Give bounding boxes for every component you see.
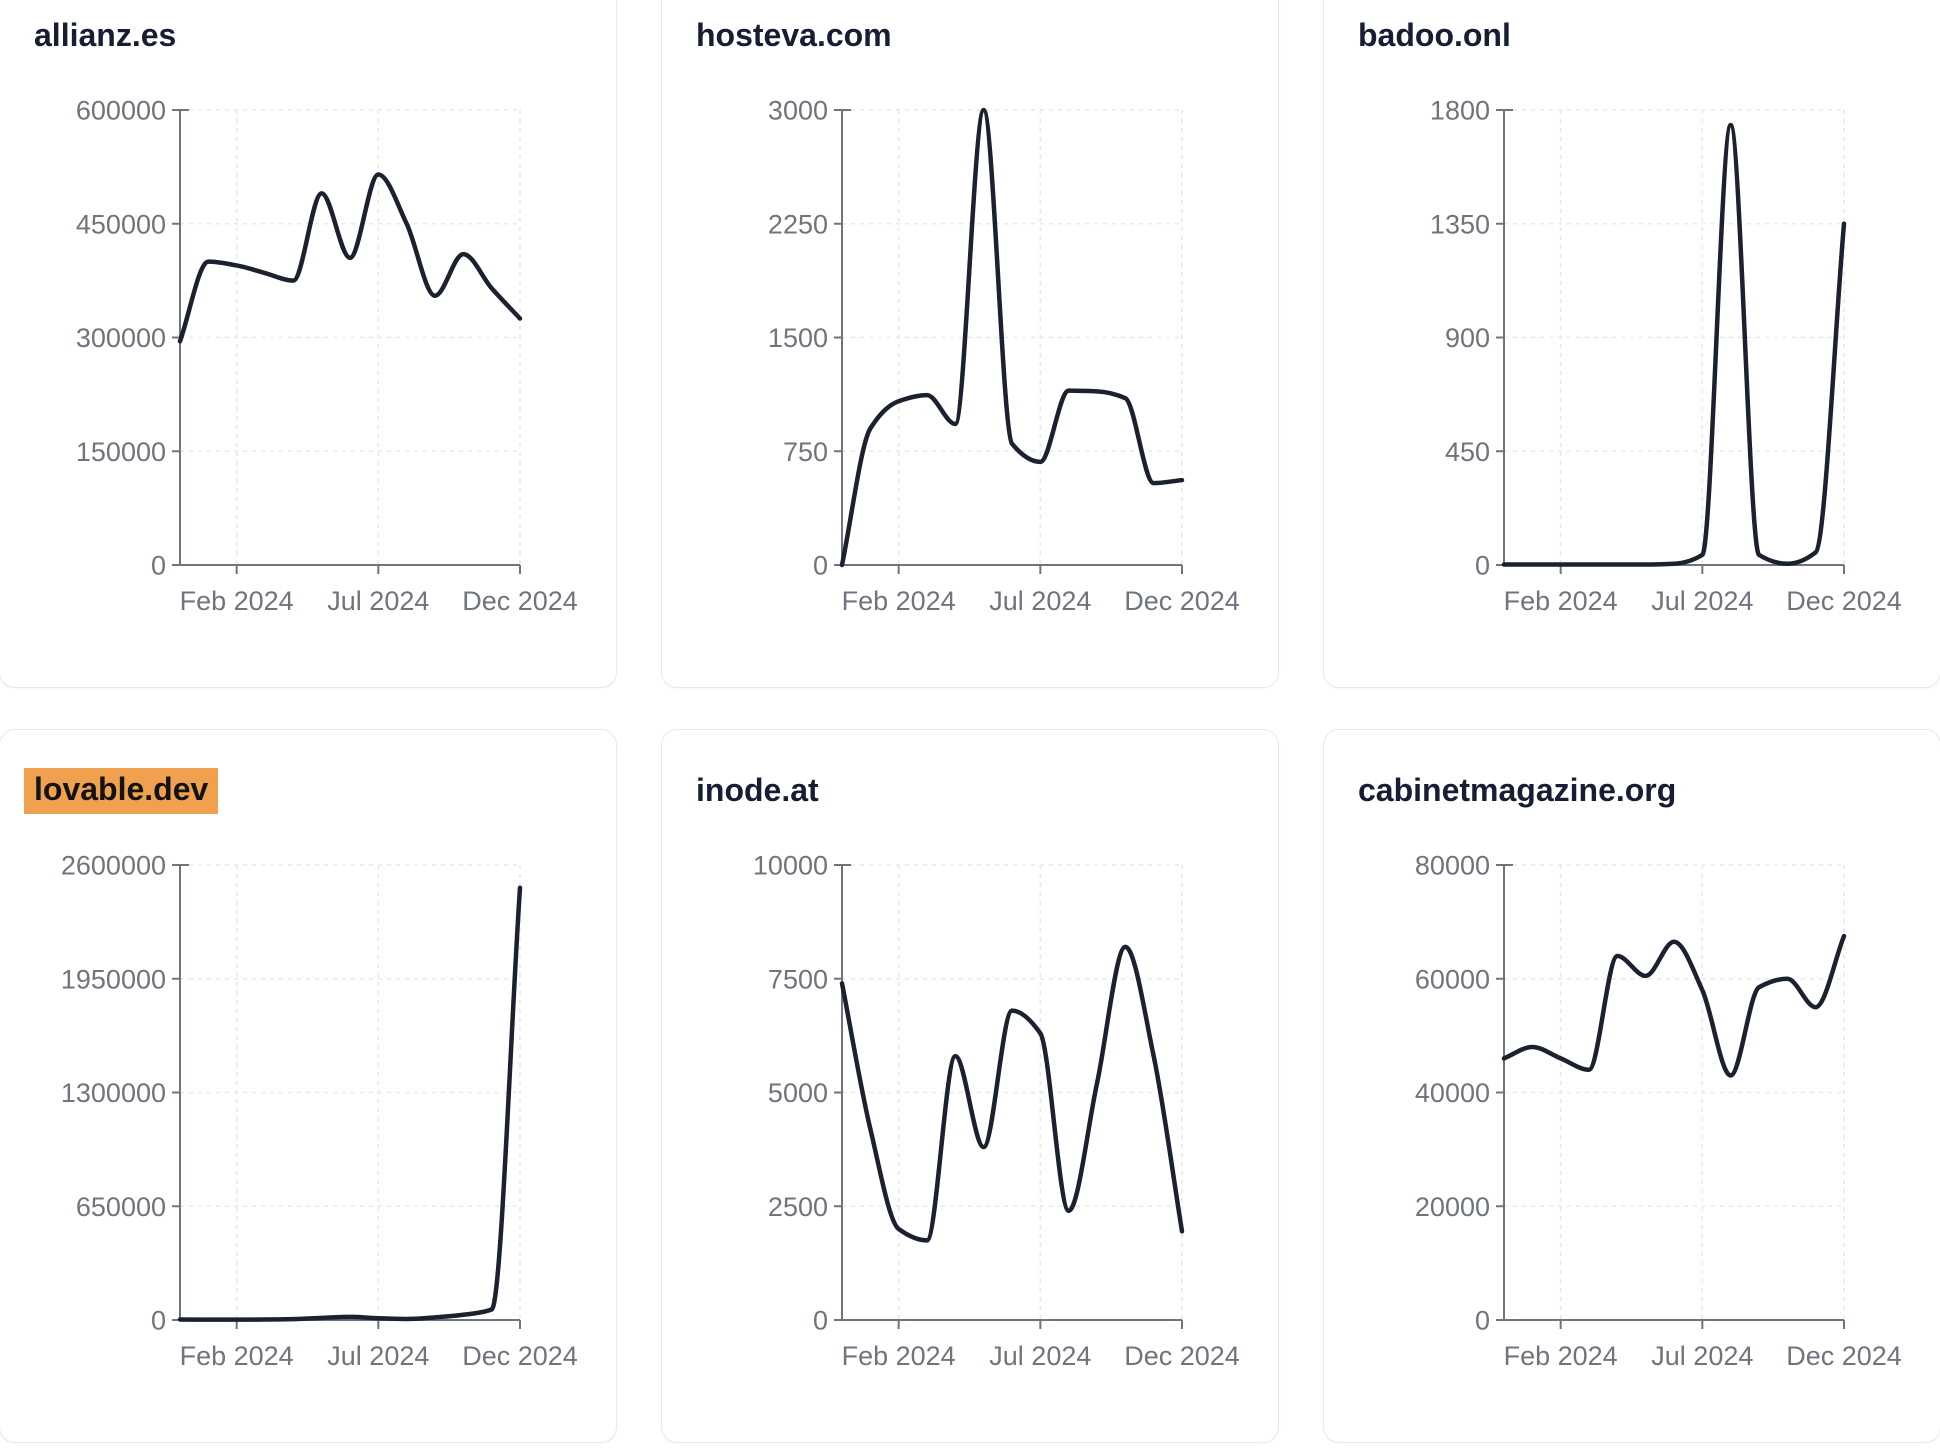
y-axis-tick-label: 750 <box>783 437 828 467</box>
chart-title: lovable.dev <box>24 768 219 814</box>
traffic-line-series <box>839 107 1185 568</box>
x-axis-tick-label: Jul 2024 <box>989 1341 1091 1371</box>
y-axis-tick-label: 300000 <box>76 323 166 353</box>
gridlines <box>842 864 1183 1320</box>
axes: 0 450 900 1350 1800 Feb 2024 Jul 2024 Dec 2024 <box>1430 96 1902 617</box>
chart-card[interactable]: allianz.es 0 150000 300000 450000 600000 Feb … <box>0 0 617 688</box>
y-axis-tick-label: 5000 <box>768 1078 828 1108</box>
y-axis-tick-label: 0 <box>151 1306 166 1336</box>
x-axis-tick-label: Feb 2024 <box>1504 1341 1618 1371</box>
y-axis-tick-label: 450 <box>1445 437 1490 467</box>
y-axis-tick-label: 40000 <box>1415 1078 1490 1108</box>
traffic-line-series <box>1501 122 1847 567</box>
chart-card[interactable]: lovable.dev 0 650000 1300000 1950000 2600000… <box>0 729 617 1443</box>
x-axis-tick-label: Feb 2024 <box>180 1341 294 1371</box>
x-axis-tick-label: Dec 2024 <box>1786 586 1902 616</box>
traffic-line-series <box>177 172 523 344</box>
x-axis-tick-label: Jul 2024 <box>327 1341 429 1371</box>
line-chart: 0 150000 300000 450000 600000 Feb 2024 Jul 202… <box>76 96 578 617</box>
y-axis-tick-label: 60000 <box>1415 964 1490 994</box>
y-axis-tick-label: 650000 <box>76 1192 166 1222</box>
y-axis-tick-label: 450000 <box>76 209 166 239</box>
gridlines <box>1504 109 1845 565</box>
axes: 0 750 1500 2250 3000 Feb 2024 Jul 2024 Dec 2024 <box>768 96 1240 617</box>
line-chart: 0 650000 1300000 1950000 2600000 Feb 2024 Jul … <box>61 851 578 1372</box>
y-axis-tick-label: 2500 <box>768 1192 828 1222</box>
axes: 0 150000 300000 450000 600000 Feb 2024 Jul 202… <box>76 96 578 617</box>
y-axis-tick-label: 1350 <box>1430 209 1490 239</box>
x-axis-tick-label: Dec 2024 <box>462 586 578 616</box>
y-axis-tick-label: 1300000 <box>61 1078 166 1108</box>
y-axis-tick-label: 80000 <box>1415 851 1490 881</box>
chart-card[interactable]: cabinetmagazine.org 0 20000 40000 60000 8000… <box>1323 729 1940 1443</box>
chart-title: inode.at <box>696 772 819 808</box>
x-axis-tick-label: Jul 2024 <box>1651 586 1753 616</box>
chart-title: badoo.onl <box>1358 17 1511 53</box>
chart-card[interactable]: hosteva.com 0 750 1500 2250 3000 Feb 2024 Jul … <box>661 0 1279 688</box>
gridlines <box>1504 864 1845 1320</box>
y-axis-tick-label: 0 <box>1475 1306 1490 1336</box>
line-chart: 0 20000 40000 60000 80000 Feb 2024 Jul 2024 Dec… <box>1415 851 1902 1372</box>
traffic-line-series <box>839 944 1185 1243</box>
y-axis-tick-label: 900 <box>1445 323 1490 353</box>
y-axis-tick-label: 0 <box>1475 551 1490 581</box>
x-axis-tick-label: Jul 2024 <box>989 586 1091 616</box>
traffic-line-series <box>177 885 523 1322</box>
y-axis-tick-label: 0 <box>813 1306 828 1336</box>
y-axis-tick-label: 10000 <box>753 851 828 881</box>
y-axis-tick-label: 7500 <box>768 964 828 994</box>
y-axis-tick-label: 1950000 <box>61 964 166 994</box>
x-axis-tick-label: Feb 2024 <box>180 586 294 616</box>
chart-title: hosteva.com <box>696 17 892 53</box>
y-axis-tick-label: 0 <box>813 551 828 581</box>
traffic-line-series <box>1501 933 1847 1078</box>
y-axis-tick-label: 1500 <box>768 323 828 353</box>
y-axis-tick-label: 20000 <box>1415 1192 1490 1222</box>
x-axis-tick-label: Dec 2024 <box>462 1341 578 1371</box>
y-axis-tick-label: 2600000 <box>61 851 166 881</box>
x-axis-tick-label: Dec 2024 <box>1124 1341 1240 1371</box>
chart-title: allianz.es <box>34 17 177 53</box>
chart-title: cabinetmagazine.org <box>1358 772 1677 808</box>
chart-card[interactable]: inode.at 0 2500 5000 7500 10000 Feb 2024 Jul 2… <box>661 729 1279 1443</box>
x-axis-tick-label: Jul 2024 <box>1651 1341 1753 1371</box>
line-chart: 0 750 1500 2250 3000 Feb 2024 Jul 2024 Dec 2024 <box>768 96 1240 617</box>
x-axis-tick-label: Feb 2024 <box>842 1341 956 1371</box>
axes: 0 650000 1300000 1950000 2600000 Feb 2024 Jul … <box>61 851 578 1372</box>
x-axis-tick-label: Dec 2024 <box>1124 586 1240 616</box>
gridlines <box>180 109 521 565</box>
axes: 0 20000 40000 60000 80000 Feb 2024 Jul 2024 Dec… <box>1415 851 1902 1372</box>
line-chart: 0 450 900 1350 1800 Feb 2024 Jul 2024 Dec 2024 <box>1430 96 1902 617</box>
x-axis-tick-label: Feb 2024 <box>842 586 956 616</box>
y-axis-tick-label: 1800 <box>1430 96 1490 126</box>
x-axis-tick-label: Dec 2024 <box>1786 1341 1902 1371</box>
gridlines <box>842 109 1183 565</box>
y-axis-tick-label: 2250 <box>768 209 828 239</box>
chart-card[interactable]: badoo.onl 0 450 900 1350 1800 Feb 2024 Jul 202… <box>1323 0 1940 688</box>
x-axis-tick-label: Jul 2024 <box>327 586 429 616</box>
axes: 0 2500 5000 7500 10000 Feb 2024 Jul 2024 Dec 20… <box>753 851 1240 1372</box>
gridlines <box>180 864 521 1320</box>
y-axis-tick-label: 150000 <box>76 437 166 467</box>
x-axis-tick-label: Feb 2024 <box>1504 586 1618 616</box>
y-axis-tick-label: 0 <box>151 551 166 581</box>
line-chart: 0 2500 5000 7500 10000 Feb 2024 Jul 2024 Dec 20… <box>753 851 1240 1372</box>
y-axis-tick-label: 3000 <box>768 96 828 126</box>
y-axis-tick-label: 600000 <box>76 96 166 126</box>
